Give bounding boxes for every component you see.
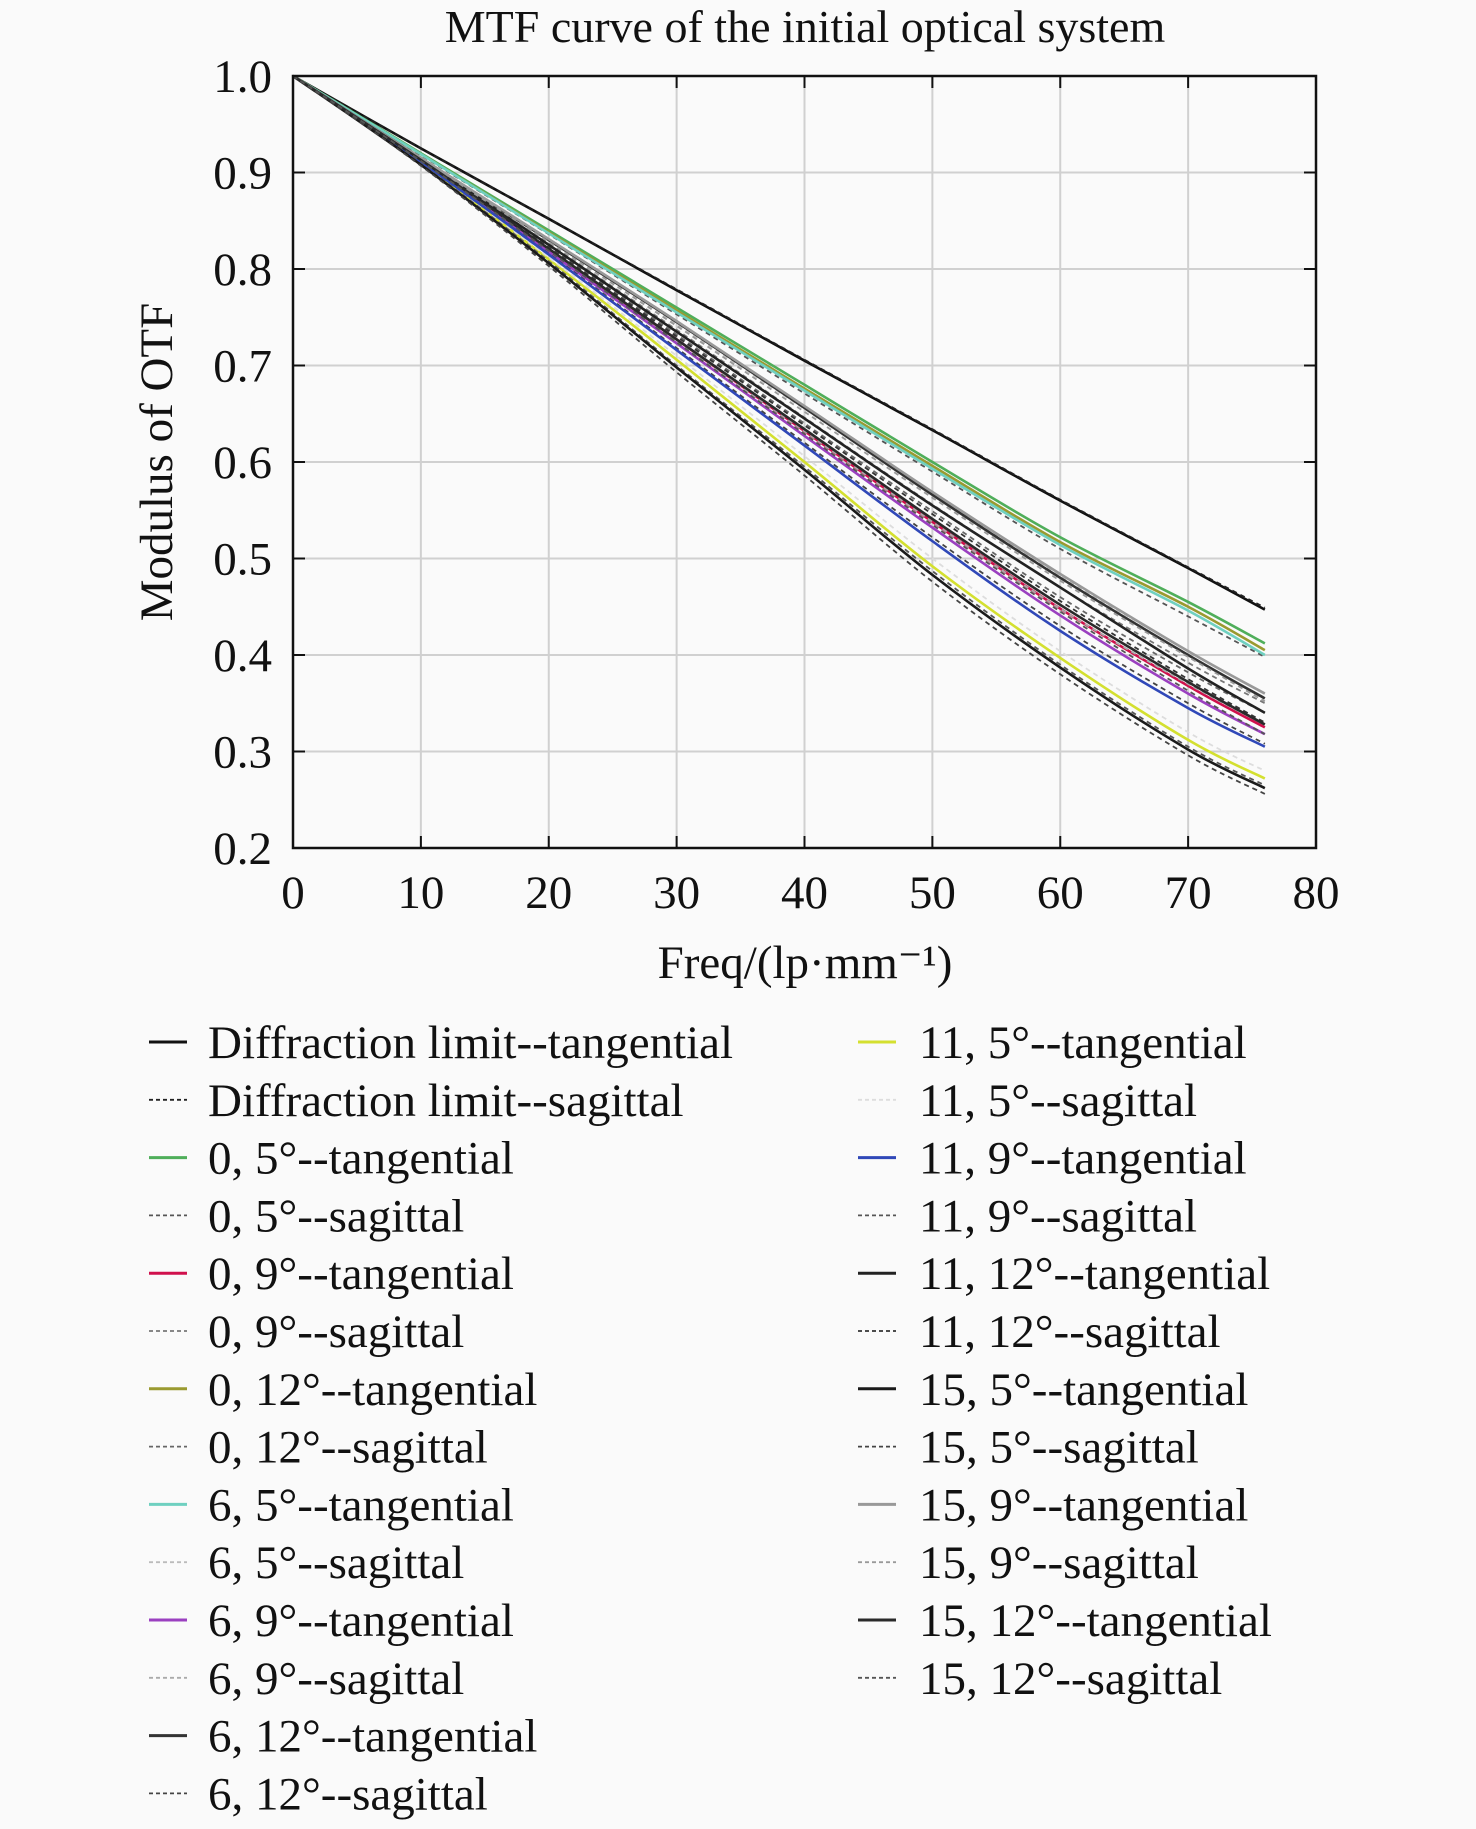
series-line-9 [292,74,1266,657]
x-tick-label: 20 [525,867,572,919]
series-line-20 [292,75,1266,724]
y-axis-label: Modulus of OTF [131,303,183,622]
y-tick-label: 0.2 [213,823,272,875]
y-tick-label: 0.6 [213,437,272,489]
series-line-23 [292,74,1266,695]
legend-label: Diffraction limit--sagittal [208,1075,684,1127]
series-line-24 [292,75,1266,703]
legend-label: 11, 12°--tangential [919,1248,1270,1300]
y-tick-label: 0.4 [213,630,272,682]
legend-label: 15, 12°--sagittal [919,1653,1222,1705]
series-line-2 [292,75,1266,609]
y-tick-label: 0.9 [213,148,272,200]
legend-label: Diffraction limit--tangential [208,1017,733,1069]
x-tick-label: 40 [781,867,828,919]
legend-label: 6, 12°--sagittal [208,1768,488,1820]
x-tick-label: 60 [1037,867,1084,919]
legend-label: 11, 5°--sagittal [919,1075,1197,1127]
series-line-16 [292,75,1266,772]
y-tick-label: 0.3 [213,727,272,779]
x-tick-label: 30 [653,867,700,919]
legend-label: 11, 9°--tangential [919,1133,1247,1185]
legend-label: 6, 9°--tangential [208,1595,514,1647]
y-tick-label: 0.5 [213,534,272,586]
x-tick-label: 0 [281,867,305,919]
series-line-21 [292,74,1266,790]
legend-label: 6, 12°--tangential [208,1711,537,1763]
series-line-14 [292,75,1266,745]
series-line-18 [292,75,1266,787]
x-tick-label: 50 [909,867,956,919]
series-line-7 [292,74,1266,652]
ticks: 0 10 20 30 40 50 60 70 80 0.2 0.3 0.4 0.5 0.6 0.7 0.8 0.… [213,51,1339,919]
series-line-12 [292,75,1266,726]
legend-label: 0, 5°--tangential [208,1133,514,1185]
x-tick-label: 80 [1293,867,1340,919]
x-tick-label: 10 [397,867,444,919]
legend-label: 0, 5°--sagittal [208,1190,464,1242]
legend-label: 6, 5°--tangential [208,1479,514,1531]
legend-label: 11, 9°--sagittal [919,1190,1197,1242]
series-line-8 [292,75,1266,714]
legend-label: 15, 9°--sagittal [919,1537,1199,1589]
x-tick-label: 70 [1165,867,1212,919]
legend-label: 6, 5°--sagittal [208,1537,464,1589]
series-line-17 [292,74,1266,748]
legend-label: 6, 9°--sagittal [208,1653,464,1705]
chart-title: MTF curve of the initial optical system [445,1,1166,52]
legend-label: 15, 5°--sagittal [919,1422,1199,1474]
series-line-22 [292,75,1266,795]
legend-label: 0, 9°--tangential [208,1248,514,1300]
legend-label: 0, 9°--sagittal [208,1306,464,1358]
legend-label: 11, 12°--sagittal [919,1306,1221,1358]
series-line-25 [292,74,1266,726]
legend-label: 15, 12°--tangential [919,1595,1272,1647]
series-line-1 [292,74,1266,611]
legend-label: 11, 5°--tangential [919,1017,1247,1069]
series-line-15 [292,74,1266,780]
series-lines [292,74,1266,795]
y-tick-label: 0.8 [213,244,272,296]
legend: Diffraction limit--tangential Diffraction… [149,1017,1272,1820]
legend-label: 0, 12°--sagittal [208,1422,488,1474]
y-tick-label: 0.7 [213,341,272,393]
x-axis-label: Freq/(lp·mm⁻¹) [658,937,953,989]
legend-label: 15, 9°--tangential [919,1479,1248,1531]
y-tick-label: 1.0 [213,51,272,103]
legend-label: 15, 5°--tangential [919,1364,1248,1416]
legend-label: 0, 12°--tangential [208,1364,537,1416]
